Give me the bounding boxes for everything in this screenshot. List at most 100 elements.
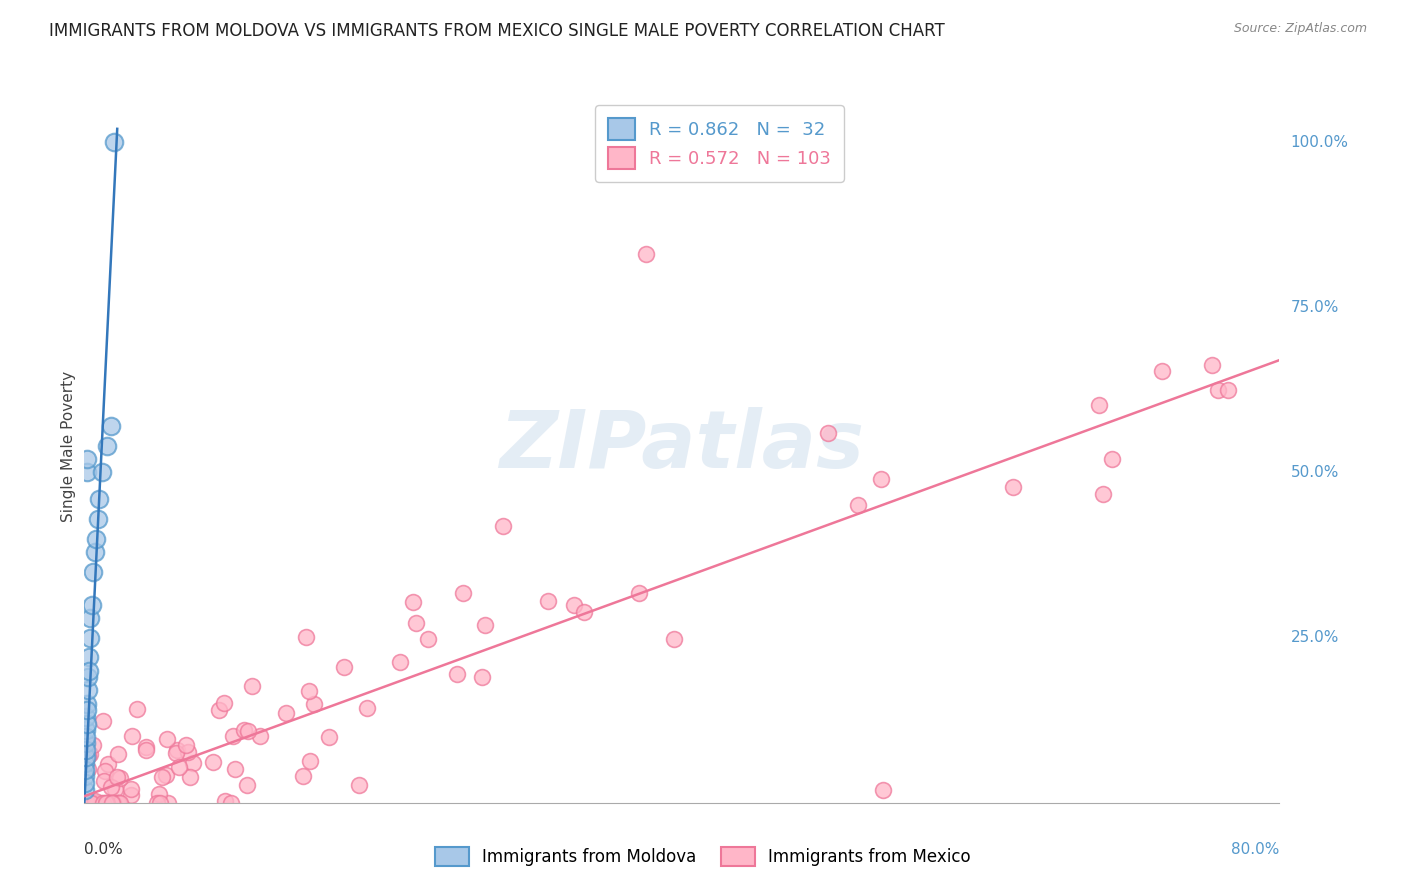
- Point: [104, 782, 127, 797]
- Point: [80, 796, 103, 810]
- Point: [846, 498, 869, 512]
- Point: [75, 756, 97, 771]
- Text: 100.0%: 100.0%: [1291, 135, 1348, 150]
- Point: [135, 740, 157, 755]
- Point: [103, 796, 125, 810]
- Point: [402, 594, 425, 608]
- Point: [179, 770, 201, 784]
- Point: [405, 616, 427, 631]
- Point: [96, 796, 118, 810]
- Point: [333, 660, 356, 674]
- Point: [82, 796, 104, 810]
- Point: [91, 796, 114, 810]
- Point: [83, 545, 105, 559]
- Point: [155, 768, 177, 782]
- Point: [79, 631, 101, 645]
- Point: [77, 670, 100, 684]
- Point: [292, 769, 315, 783]
- Point: [208, 703, 231, 717]
- Point: [73, 782, 96, 797]
- Point: [75, 776, 97, 790]
- Point: [212, 696, 235, 710]
- Text: 0.0%: 0.0%: [84, 842, 124, 857]
- Point: [75, 723, 97, 738]
- Point: [1152, 364, 1174, 378]
- Point: [93, 773, 115, 788]
- Point: [135, 743, 157, 757]
- Point: [872, 782, 894, 797]
- Point: [77, 749, 100, 764]
- Point: [1208, 383, 1230, 397]
- Point: [108, 796, 131, 810]
- Point: [84, 793, 107, 807]
- Point: [165, 746, 187, 760]
- Point: [77, 650, 100, 665]
- Point: [562, 598, 585, 612]
- Point: [1101, 452, 1123, 467]
- Point: [572, 605, 595, 619]
- Text: 25.0%: 25.0%: [1291, 630, 1339, 645]
- Point: [90, 796, 112, 810]
- Text: ZIPatlas: ZIPatlas: [499, 407, 865, 485]
- Text: Source: ZipAtlas.com: Source: ZipAtlas.com: [1233, 22, 1367, 36]
- Y-axis label: Single Male Poverty: Single Male Poverty: [60, 370, 76, 522]
- Point: [103, 135, 125, 149]
- Point: [86, 532, 108, 546]
- Point: [76, 466, 98, 480]
- Point: [77, 796, 100, 810]
- Point: [537, 594, 560, 608]
- Point: [474, 617, 496, 632]
- Point: [176, 739, 198, 753]
- Point: [75, 730, 97, 744]
- Point: [76, 697, 98, 711]
- Point: [636, 247, 658, 261]
- Point: [235, 778, 257, 792]
- Point: [662, 632, 685, 646]
- Point: [76, 683, 98, 698]
- Point: [1088, 399, 1111, 413]
- Point: [219, 796, 242, 810]
- Point: [233, 723, 256, 737]
- Point: [75, 763, 97, 777]
- Point: [91, 466, 114, 480]
- Point: [240, 679, 263, 693]
- Point: [869, 472, 891, 486]
- Point: [82, 738, 104, 752]
- Legend: Immigrants from Moldova, Immigrants from Mexico: Immigrants from Moldova, Immigrants from…: [429, 840, 977, 873]
- Point: [446, 667, 468, 681]
- Point: [100, 419, 122, 434]
- Point: [181, 756, 204, 771]
- Point: [75, 743, 97, 757]
- Point: [82, 565, 104, 579]
- Point: [817, 425, 839, 440]
- Point: [156, 732, 179, 747]
- Point: [148, 787, 170, 801]
- Point: [76, 716, 98, 731]
- Point: [79, 747, 101, 761]
- Point: [492, 519, 515, 533]
- Point: [75, 736, 97, 750]
- Point: [302, 697, 325, 711]
- Point: [222, 729, 245, 743]
- Point: [121, 729, 143, 743]
- Point: [347, 778, 370, 792]
- Point: [77, 762, 100, 776]
- Point: [1002, 480, 1025, 494]
- Point: [79, 611, 101, 625]
- Point: [93, 714, 115, 728]
- Point: [107, 796, 129, 810]
- Point: [76, 747, 98, 761]
- Text: IMMIGRANTS FROM MOLDOVA VS IMMIGRANTS FROM MEXICO SINGLE MALE POVERTY CORRELATIO: IMMIGRANTS FROM MOLDOVA VS IMMIGRANTS FR…: [49, 22, 945, 40]
- Point: [177, 745, 200, 759]
- Point: [96, 796, 118, 810]
- Point: [100, 796, 122, 810]
- Point: [166, 743, 188, 757]
- Point: [169, 760, 191, 774]
- Point: [100, 780, 122, 794]
- Text: 80.0%: 80.0%: [1232, 842, 1279, 857]
- Point: [1218, 383, 1240, 397]
- Point: [76, 796, 98, 810]
- Point: [356, 701, 378, 715]
- Point: [120, 788, 142, 802]
- Point: [157, 796, 180, 810]
